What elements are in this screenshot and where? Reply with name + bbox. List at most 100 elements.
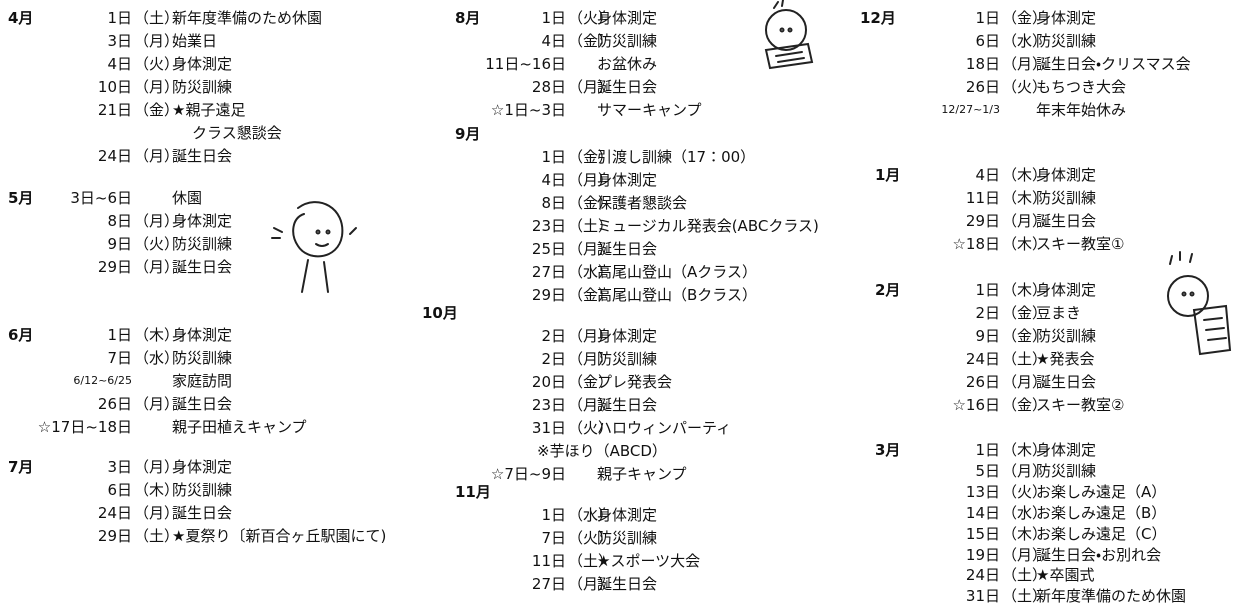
- entry-date: 23日: [531, 396, 566, 414]
- entry-event: 身体測定: [1036, 281, 1097, 299]
- entry-day: （月）: [568, 78, 614, 96]
- entry-date: 2日: [975, 304, 1000, 322]
- entry-day: （木）: [1002, 166, 1048, 184]
- entry-event: 始業日: [172, 32, 218, 50]
- entry-event: お楽しみ遠足（C）: [1036, 524, 1167, 543]
- entry-date: 26日: [965, 78, 1000, 96]
- entry-day: （金）: [568, 148, 614, 166]
- entry-date: 15日: [965, 524, 1000, 543]
- entry-event: 身体測定: [597, 506, 658, 524]
- month-label: 8月: [455, 9, 481, 27]
- entry-date: ☆18日: [952, 235, 1000, 253]
- entry-event: 防災訓練: [1036, 461, 1097, 480]
- entry-day: （水）: [568, 506, 614, 524]
- entry-date: 24日: [965, 350, 1000, 368]
- entry-event: ★夏祭り〔新百合ヶ丘駅園にて): [172, 527, 387, 545]
- entry-event: 家庭訪問: [172, 372, 233, 390]
- entry-event: 防災訓練: [1036, 327, 1097, 345]
- entry-day: （木）: [1002, 281, 1048, 299]
- entry-date: 29日: [97, 527, 132, 545]
- entry-day: （月）: [134, 147, 180, 165]
- entry-date: 1日: [541, 9, 566, 27]
- entry-day: （金）: [568, 32, 614, 50]
- entry-event: 年末年始休み: [1036, 101, 1127, 119]
- entry-day: （月）: [1002, 461, 1048, 480]
- entry-event: 防災訓練: [597, 529, 658, 547]
- entry-event: 誕生日会: [172, 395, 233, 413]
- entry-date: 24日: [965, 566, 1000, 585]
- entry-event: 防災訓練: [172, 78, 233, 96]
- entry-date: 25日: [531, 240, 566, 258]
- entry-date: 1日: [975, 281, 1000, 299]
- entry-date: 3日: [107, 458, 132, 476]
- entry-event: ★親子遠足: [172, 101, 246, 119]
- month-label: 7月: [8, 458, 34, 476]
- entry-event: 身体測定: [597, 9, 658, 27]
- entry-event: ミュージカル発表会(ABCクラス): [597, 217, 819, 235]
- entry-day: （金）: [1002, 327, 1048, 345]
- month-label: 5月: [8, 189, 34, 207]
- entry-day: （金）: [1002, 9, 1048, 27]
- entry-date: ☆17日~18日: [37, 418, 132, 436]
- entry-event: 誕生日会: [172, 258, 233, 276]
- entry-day: （木）: [1002, 524, 1048, 543]
- entry-date: 4日: [541, 171, 566, 189]
- entry-event: ★卒園式: [1036, 566, 1095, 585]
- entry-event: 身体測定: [1036, 441, 1097, 459]
- entry-event: 防災訓練: [172, 481, 233, 499]
- entry-note: ※芋ほり（ABCD）: [537, 442, 667, 460]
- entry-day: （金）: [134, 101, 180, 119]
- month-label: 1月: [875, 166, 901, 184]
- entry-date: ☆1日~3日: [490, 101, 566, 119]
- entry-event: プレ発表会: [597, 373, 673, 391]
- entry-date: 6日: [975, 32, 1000, 50]
- entry-day: （月）: [134, 458, 180, 476]
- entry-day: （木）: [134, 326, 180, 344]
- entry-event: 防災訓練: [172, 235, 233, 253]
- entry-date: 4日: [975, 166, 1000, 184]
- entry-day: （月）: [1002, 373, 1048, 391]
- entry-day: （月）: [134, 258, 180, 276]
- entry-date: 11日: [965, 189, 1000, 207]
- entry-date: 14日: [965, 503, 1000, 522]
- doodle-reading: [1167, 251, 1232, 356]
- entry-event: 誕生日会: [597, 396, 658, 414]
- entry-day: （月）: [134, 212, 180, 230]
- entry-event: 身体測定: [1036, 166, 1097, 184]
- entry-date: 6/12~6/25: [73, 374, 132, 387]
- entry-day: （火）: [1002, 78, 1048, 96]
- month-label: 6月: [8, 326, 34, 344]
- entry-date: 23日: [531, 217, 566, 235]
- month-label: 4月: [8, 9, 34, 27]
- entry-event: 高尾山登山（Bクラス）: [597, 286, 757, 304]
- entry-event: サマーキャンプ: [597, 101, 702, 119]
- entry-day: （金）: [1002, 304, 1048, 322]
- entry-day: （水）: [134, 349, 180, 367]
- entry-event: スキー教室①: [1036, 235, 1125, 253]
- entry-date: 8日: [541, 194, 566, 212]
- entry-day: （月）: [1002, 55, 1048, 73]
- entry-date: 18日: [965, 55, 1000, 73]
- entry-day: （月）: [568, 575, 614, 593]
- entry-day: （火）: [134, 55, 180, 73]
- entry-day: （金）: [568, 286, 614, 304]
- entry-event: 引渡し訓練（17：00）: [597, 148, 756, 166]
- entry-event: 身体測定: [597, 327, 658, 345]
- entry-event: 誕生日会: [597, 575, 658, 593]
- entry-day: （木）: [1002, 441, 1048, 459]
- entry-date: 7日: [107, 349, 132, 367]
- doodle-writing: [764, 0, 814, 70]
- entry-date: 1日: [975, 441, 1000, 459]
- entry-event: 親子田植えキャンプ: [172, 418, 307, 436]
- entry-date: 3日: [107, 32, 132, 50]
- entry-day: （月）: [568, 327, 614, 345]
- entry-day: （土）: [134, 527, 180, 545]
- entry-event: 豆まき: [1036, 304, 1082, 322]
- entry-event: 誕生日会・お別れ会: [1036, 545, 1162, 564]
- month-label: 3月: [875, 441, 901, 459]
- entry-date: 27日: [531, 263, 566, 281]
- entry-day: （月）: [134, 32, 180, 50]
- entry-day: （水）: [1002, 503, 1048, 522]
- entry-day: （火）: [568, 419, 614, 437]
- entry-event: ★スポーツ大会: [597, 552, 701, 570]
